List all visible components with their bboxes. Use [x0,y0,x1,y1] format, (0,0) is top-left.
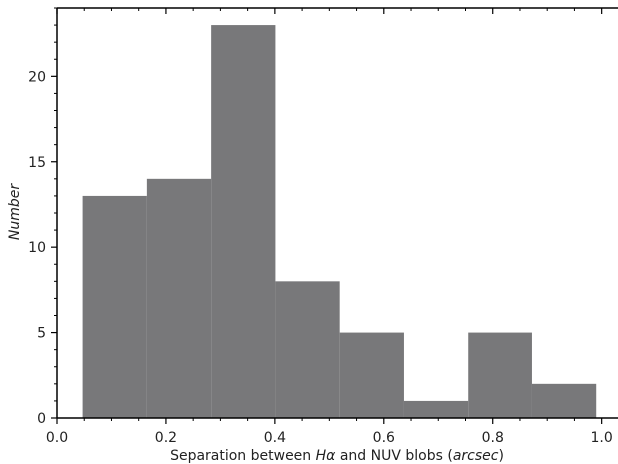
x-tick-label: 0.8 [482,430,504,446]
y-axis-ticks: 0 5 10 15 20 [28,7,57,427]
x-tick-label: 0.0 [46,430,68,446]
histogram-bar [468,332,532,418]
histogram-bars [82,25,597,419]
histogram-bar [82,195,147,418]
y-tick-label: 0 [37,411,46,427]
histogram-bar [146,178,212,418]
histogram-bar [339,332,404,418]
x-axis-ticks: 0.0 0.2 0.4 0.6 0.8 1.0 [46,8,613,446]
x-tick-label: 1.0 [591,430,613,446]
x-axis-label: Separation between Hα and NUV blobs (arc… [170,448,504,464]
x-tick-label: 0.4 [264,430,286,446]
histogram-bar [531,383,597,418]
x-tick-label: 0.6 [373,430,395,446]
y-tick-label: 10 [28,240,46,256]
histogram-bar [211,25,276,419]
x-tick-label: 0.2 [155,430,177,446]
y-tick-label: 5 [37,326,46,342]
y-tick-label: 20 [28,69,46,85]
histogram-bar [403,400,469,418]
y-axis-label: Number [7,183,23,240]
histogram-bar [275,281,340,418]
y-tick-label: 15 [28,155,46,171]
